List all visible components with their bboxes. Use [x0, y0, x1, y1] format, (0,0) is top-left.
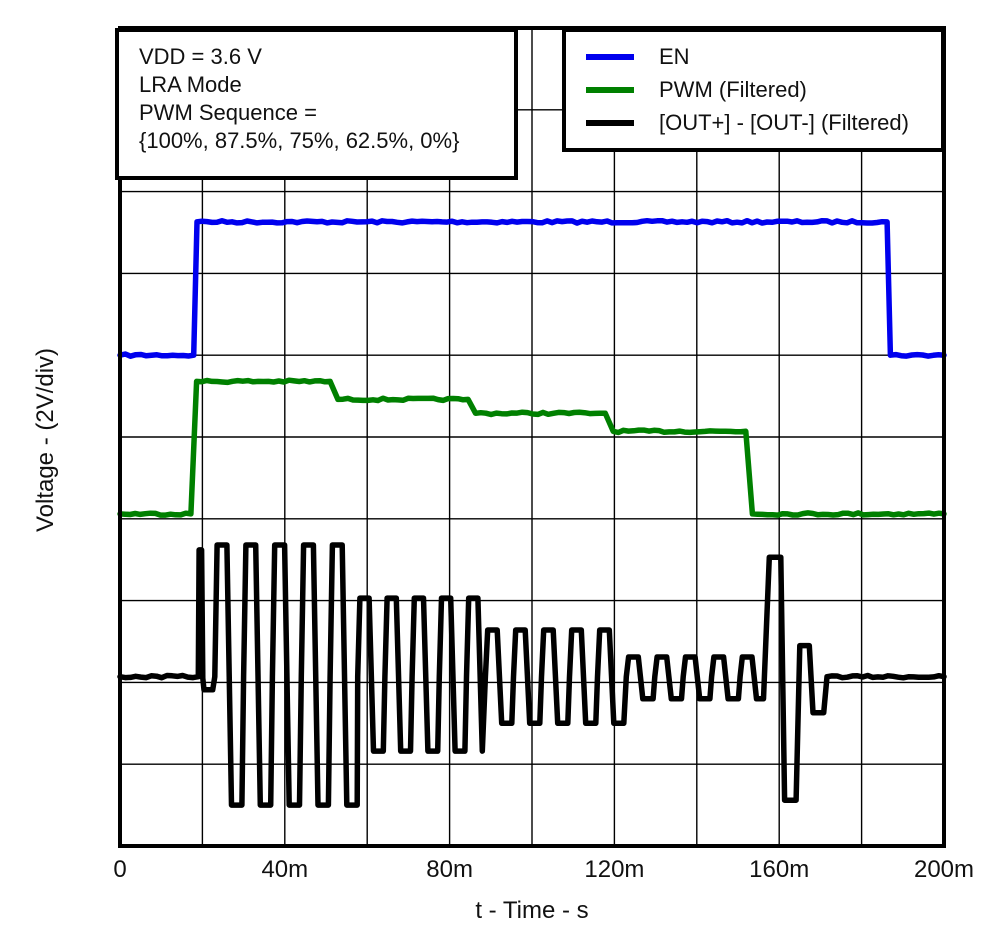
legend-item-out: [OUT+] - [OUT-] (Filtered): [586, 110, 941, 135]
x-tick-label-120m: 120m: [584, 856, 645, 883]
x-tick-label-200m: 200m: [913, 856, 975, 883]
out-trace-swatch-icon: [586, 120, 634, 126]
annotation-line-sequence: PWM Sequence =: [139, 100, 317, 125]
x-axis-title: t - Time - s: [475, 897, 589, 924]
legend-item-en: EN: [586, 44, 941, 69]
legend-box: EN PWM (Filtered) [OUT+] - [OUT-] (Filte…: [562, 28, 945, 152]
y-axis-title: Voltage - (2V/div): [32, 347, 59, 533]
legend-label-out: [OUT+] - [OUT-] (Filtered): [659, 110, 909, 135]
x-tick-label-0: 0: [113, 856, 127, 883]
legend-label-en: EN: [659, 44, 690, 69]
en-trace-swatch-icon: [586, 54, 634, 60]
annotation-line-vdd: VDD = 3.6 V: [139, 44, 262, 69]
x-tick-label-160m: 160m: [749, 856, 810, 883]
legend-item-pwm: PWM (Filtered): [586, 77, 941, 102]
x-tick-label-40m: 40m: [261, 856, 309, 883]
annotation-line-mode: LRA Mode: [139, 72, 242, 97]
pwm-trace-swatch-icon: [586, 87, 634, 93]
conditions-annotation-box: VDD = 3.6 V LRA Mode PWM Sequence = {100…: [115, 28, 518, 180]
annotation-line-sequence-values: {100%, 87.5%, 75%, 62.5%, 0%}: [139, 128, 460, 153]
legend-label-pwm: PWM (Filtered): [659, 77, 807, 102]
x-tick-label-80m: 80m: [426, 856, 473, 883]
